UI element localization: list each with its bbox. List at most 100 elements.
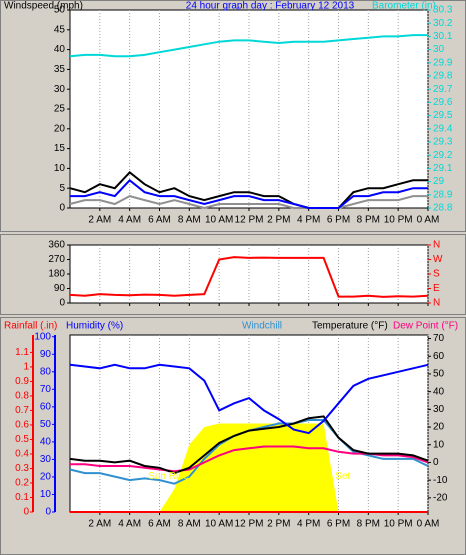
x-tick-label: 10 PM [384, 215, 413, 226]
y-tick-label: 30.2 [433, 18, 453, 29]
y-tick-label: 40 [40, 437, 52, 448]
line [69, 256, 429, 298]
x-tick-label: 4 AM [118, 519, 141, 530]
y-tick-label: 20 [40, 472, 52, 483]
line [69, 363, 429, 435]
x-tick-label: 10 AM [205, 519, 233, 530]
y-tick-label: 29.2 [433, 150, 453, 161]
y-tick-label: 0 [59, 298, 65, 309]
y-tick-label: 29.4 [433, 123, 453, 134]
y-tick-label: 28.9 [433, 189, 453, 200]
y-tick-label: 29.6 [433, 97, 453, 108]
line [70, 178, 428, 209]
y-tick-label: 0.9 [15, 376, 29, 387]
y-tick-label: 29.8 [433, 71, 453, 82]
area [70, 423, 428, 512]
y-tick-label: 25 [54, 104, 66, 115]
y-tick-label: 30 [433, 44, 445, 55]
y-tick-label: 50 [433, 369, 445, 380]
x-tick-label: 10 AM [205, 215, 233, 226]
y-tick-label: 29.5 [433, 110, 453, 121]
chart-title: 24 hour graph day : February 12 2013 [186, 1, 355, 12]
y-tick-label: 29.9 [433, 57, 453, 68]
y-tick-label: 30 [54, 84, 66, 95]
y-tick-label: 0 [45, 507, 51, 518]
y-tick-label: 1 [23, 362, 29, 373]
y-tick-label: S [433, 269, 440, 280]
y-tick-label: 40 [433, 386, 445, 397]
y-tick-label: 0.4 [15, 449, 29, 460]
y2-axis-label: Barometer (in) [372, 1, 436, 12]
y-tick-label: 30.3 [433, 5, 453, 16]
x-tick-label: 8 AM [178, 519, 201, 530]
y-tick-label: N [433, 240, 440, 251]
y-tick-label: 50 [54, 5, 66, 16]
axis-label: Temperature (°F) [312, 321, 388, 332]
y-tick-label: 0.5 [15, 434, 29, 445]
x-tick-label: 6 AM [148, 519, 171, 530]
y-tick-label: 70 [40, 384, 52, 395]
axis-label: Rainfall (.in) [4, 321, 57, 332]
y-tick-label: 180 [48, 269, 65, 280]
x-tick-label: 2 AM [88, 519, 111, 530]
y-tick-label: 70 [433, 333, 445, 344]
y-tick-label: N [433, 298, 440, 309]
y-tick-label: W [433, 254, 443, 265]
y-tick-label: 60 [40, 401, 52, 412]
y-tick-label: 10 [40, 489, 52, 500]
x-tick-label: 6 AM [148, 215, 171, 226]
y-tick-label: 0.6 [15, 420, 29, 431]
y-tick-label: 20 [54, 123, 66, 134]
line [69, 195, 428, 210]
y-tick-label: 15 [54, 143, 66, 154]
y-tick-label: 40 [54, 44, 66, 55]
x-tick-label: 12 PM [235, 519, 264, 530]
x-tick-label: 2 PM [267, 519, 290, 530]
y-tick-label: 1.1 [15, 347, 29, 358]
y-tick-label: 0.7 [15, 405, 29, 416]
y-tick-label: 28.8 [433, 203, 453, 214]
annotation: Sun Rise [148, 471, 189, 482]
y-tick-label: 0.3 [15, 463, 29, 474]
y-tick-label: E [433, 283, 440, 294]
axis-label: Humidity (%) [66, 321, 123, 332]
y-tick-label: 29.1 [433, 163, 453, 174]
y-tick-label: 60 [433, 351, 445, 362]
y-tick-label: 20 [433, 422, 445, 433]
x-tick-label: 8 PM [357, 519, 380, 530]
line [69, 415, 429, 475]
axis-label: Windchill [242, 321, 282, 332]
y-tick-label: 0 [433, 457, 439, 468]
y-tick-label: 360 [48, 240, 65, 251]
x-tick-label: 12 PM [235, 215, 264, 226]
y-tick-label: 0.8 [15, 391, 29, 402]
x-tick-label: 0 AM [417, 215, 440, 226]
x-tick-label: 6 PM [327, 215, 350, 226]
axis-label: Dew Point (°F) [393, 321, 458, 332]
y-tick-label: 0.2 [15, 478, 29, 489]
line [69, 171, 428, 209]
x-tick-label: 10 PM [384, 519, 413, 530]
x-tick-label: 6 PM [327, 519, 350, 530]
y-tick-label: 29.7 [433, 84, 453, 95]
y-tick-label: 10 [433, 439, 445, 450]
y-tick-label: -10 [433, 475, 448, 486]
y-tick-label: 5 [59, 183, 65, 194]
y-tick-label: 45 [54, 24, 66, 35]
y-tick-label: 100 [34, 331, 51, 342]
x-tick-label: 4 PM [297, 215, 320, 226]
y-tick-label: 0 [23, 507, 29, 518]
y-tick-label: 0.1 [15, 492, 29, 503]
y-tick-label: 30 [433, 404, 445, 415]
y-tick-label: 0 [59, 203, 65, 214]
y-tick-label: 90 [54, 283, 66, 294]
x-tick-label: 8 PM [357, 215, 380, 226]
x-tick-label: 2 AM [88, 215, 111, 226]
y-tick-label: 30.1 [433, 31, 453, 42]
line [69, 34, 428, 58]
y-tick-label: -20 [433, 492, 448, 503]
y-tick-label: 270 [48, 254, 65, 265]
y-tick-label: 29 [433, 176, 445, 187]
y-tick-label: 10 [54, 163, 66, 174]
y-tick-label: 35 [54, 64, 66, 75]
